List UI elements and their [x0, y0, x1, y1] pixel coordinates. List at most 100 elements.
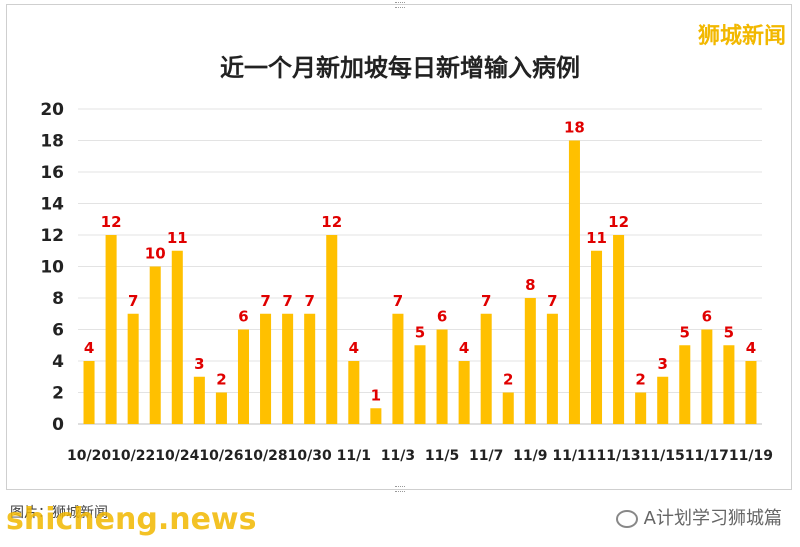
y-tick-label: 14: [40, 195, 64, 215]
x-tick-label: 11/15: [641, 448, 685, 464]
data-label: 7: [481, 292, 491, 310]
bar: [524, 298, 536, 424]
data-label: 11: [586, 229, 607, 247]
data-label: 6: [437, 308, 447, 326]
resize-handle-top[interactable]: [395, 2, 405, 8]
bar: [613, 235, 625, 424]
bar: [635, 392, 647, 424]
account-label: A计划学习狮城篇: [615, 504, 782, 530]
data-label: 4: [459, 339, 469, 357]
x-tick-label: 11/13: [597, 448, 641, 464]
data-label: 4: [84, 339, 94, 357]
data-label: 10: [145, 245, 166, 263]
footer: 图片：狮城新闻 shicheng.news A计划学习狮城篇: [0, 488, 800, 547]
bar: [723, 345, 735, 424]
bar: [127, 313, 139, 424]
data-label: 5: [724, 323, 734, 341]
bar: [282, 313, 294, 424]
bar: [679, 345, 691, 424]
x-tick-label: 11/9: [513, 448, 547, 464]
data-label: 5: [415, 323, 425, 341]
data-label: 3: [194, 355, 204, 373]
x-tick-label: 11/7: [469, 448, 503, 464]
data-label: 7: [128, 292, 138, 310]
bar: [392, 313, 404, 424]
data-label: 4: [349, 339, 359, 357]
x-tick-label: 11/1: [337, 448, 371, 464]
bar: [568, 140, 580, 424]
data-label: 7: [393, 292, 403, 310]
y-tick-label: 8: [52, 289, 64, 309]
resize-handle-bottom[interactable]: [395, 486, 405, 492]
data-label: 1: [371, 386, 381, 404]
bar: [414, 345, 426, 424]
data-label: 6: [702, 308, 712, 326]
y-tick-label: 10: [40, 258, 64, 278]
chart-title: 近一个月新加坡每日新增输入病例: [220, 54, 580, 82]
y-tick-label: 12: [40, 226, 64, 246]
bar: [304, 313, 316, 424]
bar: [480, 313, 492, 424]
data-label: 11: [167, 229, 188, 247]
x-tick-label: 11/3: [381, 448, 415, 464]
y-tick-label: 16: [40, 163, 64, 183]
x-tick-label: 11/5: [425, 448, 459, 464]
x-tick-label: 10/28: [244, 448, 288, 464]
data-label: 2: [216, 371, 226, 389]
y-tick-label: 18: [40, 132, 64, 152]
bar: [193, 376, 205, 424]
x-tick-label: 10/22: [111, 448, 155, 464]
bar: [745, 361, 757, 424]
bar: [701, 329, 713, 424]
bar: [546, 313, 558, 424]
brand-label: 狮城新闻: [697, 24, 786, 49]
bar: [105, 235, 117, 424]
data-label: 7: [547, 292, 557, 310]
footer-source: 图片：狮城新闻: [10, 505, 108, 521]
x-tick-label: 10/20: [67, 448, 111, 464]
bar: [348, 361, 360, 424]
bar: [502, 392, 514, 424]
bar: [171, 250, 183, 424]
bar: [237, 329, 249, 424]
data-label: 3: [657, 355, 667, 373]
data-label: 8: [525, 276, 535, 294]
data-label: 2: [503, 371, 513, 389]
x-tick-label: 10/24: [155, 448, 199, 464]
data-label: 7: [260, 292, 270, 310]
bar: [591, 250, 603, 424]
data-label: 6: [238, 308, 248, 326]
data-label: 7: [304, 292, 314, 310]
x-tick-label: 10/26: [199, 448, 243, 464]
x-tick-label: 11/19: [729, 448, 773, 464]
x-tick-label: 11/17: [685, 448, 729, 464]
data-label: 5: [680, 323, 690, 341]
data-label: 12: [321, 213, 342, 231]
y-tick-label: 4: [52, 352, 64, 372]
y-tick-label: 2: [52, 384, 64, 404]
y-tick-label: 6: [52, 321, 64, 341]
y-tick-label: 0: [52, 415, 64, 435]
x-tick-label: 10/30: [288, 448, 332, 464]
data-label: 12: [101, 213, 122, 231]
bar-chart: 02468101214161820410/2012710/22101110/24…: [40, 100, 773, 464]
bar: [260, 313, 272, 424]
y-tick-label: 20: [40, 100, 64, 120]
wechat-icon: [615, 510, 638, 528]
data-label: 4: [746, 339, 756, 357]
bar: [149, 266, 161, 424]
bar: [657, 376, 669, 424]
bar: [326, 235, 338, 424]
watermark: shicheng.news: [6, 502, 257, 537]
x-tick-label: 11/11: [552, 448, 596, 464]
bar: [83, 361, 95, 424]
bar: [370, 408, 382, 424]
bar: [436, 329, 448, 424]
bar: [458, 361, 470, 424]
data-label: 12: [608, 213, 629, 231]
data-label: 7: [282, 292, 292, 310]
data-label: 2: [635, 371, 645, 389]
data-label: 18: [564, 119, 585, 137]
bar: [215, 392, 227, 424]
account-name: A计划学习狮城篇: [643, 508, 782, 529]
